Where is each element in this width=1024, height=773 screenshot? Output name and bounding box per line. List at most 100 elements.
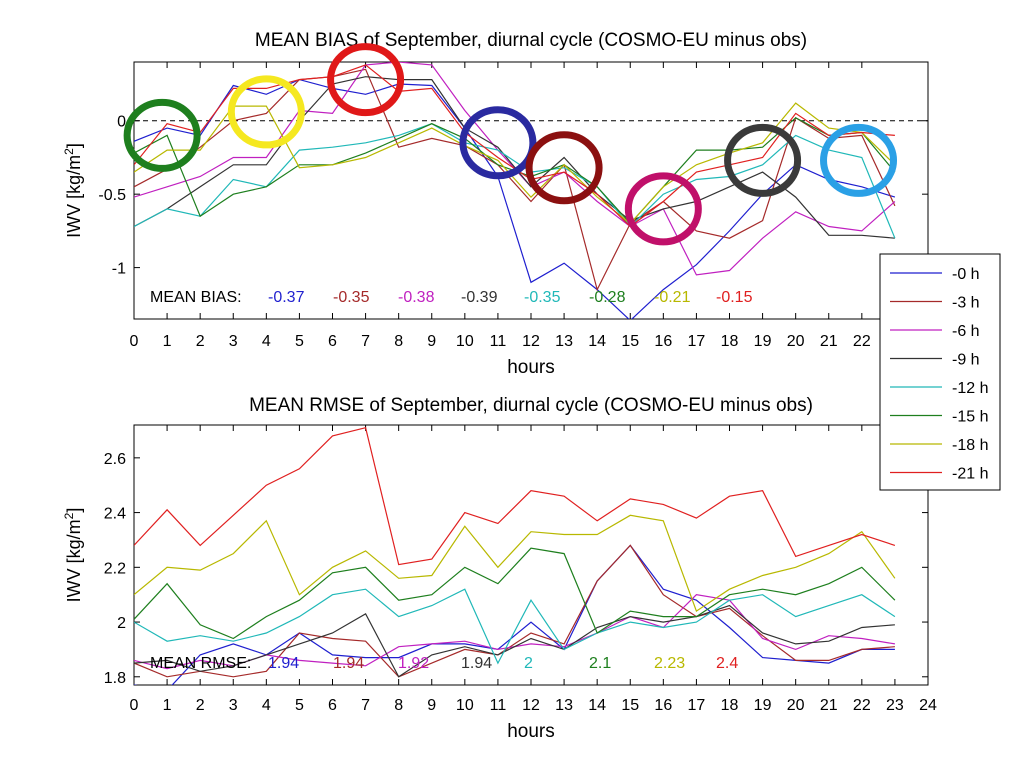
y-tick-label: -1 [112, 261, 126, 278]
y-tick-label: 2 [117, 615, 126, 632]
rmse-chart: MEAN RMSE of September, diurnal cycle (C… [62, 395, 937, 742]
series-line-15hh [134, 547, 896, 640]
annotation-circle [227, 75, 305, 149]
y-tick-label: 1.8 [104, 670, 126, 687]
mean-value: 2.4 [716, 655, 738, 672]
x-tick-label: 13 [555, 333, 573, 350]
mean-value: 1.92 [398, 655, 429, 672]
bias-chart: MEAN BIAS of September, diurnal cycle (C… [62, 30, 929, 378]
x-tick-label: 1 [163, 333, 172, 350]
annotation-circle [820, 123, 898, 197]
x-tick-label: 19 [754, 697, 772, 714]
x-tick-label: 20 [787, 333, 805, 350]
mean-value: 2 [524, 655, 533, 672]
series-line-9hh [134, 604, 895, 678]
legend-entry: -0 h [952, 266, 980, 283]
x-tick-label: 7 [361, 697, 370, 714]
x-tick-label: 5 [295, 333, 304, 350]
series-line-12hh [134, 123, 896, 239]
x-tick-label: 17 [688, 333, 706, 350]
x-tick-label: 21 [820, 333, 838, 350]
legend-entry: -12 h [952, 380, 988, 397]
mean-value: -0.21 [654, 289, 691, 306]
x-tick-label: 11 [490, 697, 507, 714]
x-tick-label: 11 [490, 333, 507, 350]
x-tick-label: 6 [328, 697, 337, 714]
x-tick-label: 15 [621, 333, 639, 350]
legend-entry: -15 h [952, 409, 988, 426]
x-tick-label: 3 [229, 333, 238, 350]
x-tick-label: 23 [886, 697, 904, 714]
x-tick-label: 15 [621, 697, 639, 714]
mean-value: -0.37 [268, 289, 305, 306]
x-tick-label: 4 [262, 697, 271, 714]
y-tick-label: 0 [117, 114, 126, 131]
x-tick-label: 2 [196, 697, 205, 714]
x-tick-label: 17 [688, 697, 706, 714]
x-tick-label: 18 [721, 333, 739, 350]
x-tick-label: 9 [427, 333, 436, 350]
chart-title: MEAN RMSE of September, diurnal cycle (C… [249, 395, 813, 416]
x-tick-label: 20 [787, 697, 805, 714]
mean-value: 1.94 [333, 655, 364, 672]
mean-value: -0.39 [461, 289, 498, 306]
x-tick-label: 14 [588, 333, 606, 350]
y-tick-label: 2.4 [104, 506, 126, 523]
series-line-12hh [134, 588, 896, 665]
x-tick-label: 12 [522, 697, 540, 714]
legend-entry: -21 h [952, 466, 988, 483]
x-tick-label: 9 [427, 697, 436, 714]
x-tick-label: 4 [262, 333, 271, 350]
annotation-circle [123, 98, 201, 172]
series-line-3hh [134, 68, 896, 292]
mean-value: -0.35 [333, 289, 370, 306]
x-tick-label: 10 [456, 333, 474, 350]
chart-title: MEAN BIAS of September, diurnal cycle (C… [255, 30, 807, 51]
mean-value: -0.28 [589, 289, 626, 306]
annotation-circle [459, 106, 537, 180]
y-axis-label: IWV [kg/m2] [62, 508, 84, 603]
series-line-9hh [134, 76, 895, 239]
x-tick-label: 1 [163, 697, 172, 714]
mean-value: 1.94 [268, 655, 299, 672]
mean-value: -0.15 [716, 289, 753, 306]
x-tick-label: 0 [130, 333, 139, 350]
mean-label: MEAN RMSE: [150, 655, 251, 672]
legend-entry: -18 h [952, 437, 988, 454]
y-axis-label-close: ] [64, 508, 84, 513]
x-tick-label: 24 [919, 697, 937, 714]
series-line-0hh [134, 544, 895, 685]
legend: -0 h -3 h -6 h -9 h -12 h -15 h -18 h -21 h [879, 253, 1001, 491]
x-tick-label: 22 [853, 333, 871, 350]
series-line-18hh [134, 102, 896, 225]
x-tick-label: 18 [721, 697, 739, 714]
y-axis-label-main: IWV [kg/m [64, 519, 84, 602]
x-tick-label: 8 [394, 697, 403, 714]
x-axis-label: hours [507, 721, 555, 742]
mean-value: 2.1 [589, 655, 611, 672]
y-axis-label-superscript: 2 [62, 512, 76, 519]
x-tick-label: 22 [853, 697, 871, 714]
y-tick-label: 2.6 [104, 451, 126, 468]
x-tick-label: 14 [588, 697, 606, 714]
mean-value: 1.94 [461, 655, 492, 672]
y-axis-label-main: IWV [kg/m [64, 155, 84, 238]
series-line-21hh [134, 426, 896, 566]
series-group [134, 426, 896, 685]
x-tick-label: 21 [820, 697, 838, 714]
x-tick-label: 2 [196, 333, 205, 350]
mean-value: -0.38 [398, 289, 435, 306]
y-axis-label-close: ] [64, 143, 84, 148]
x-tick-label: 16 [654, 697, 672, 714]
annotation-circle [724, 123, 802, 197]
x-tick-label: 8 [394, 333, 403, 350]
legend-entry: -9 h [952, 352, 980, 369]
legend-entry: -6 h [952, 323, 980, 340]
plot-area [133, 424, 929, 686]
mean-value: -0.35 [524, 289, 561, 306]
legend-entry: -3 h [952, 295, 980, 312]
y-tick-label: 2.2 [104, 560, 126, 577]
series-line-0hh [134, 78, 896, 319]
